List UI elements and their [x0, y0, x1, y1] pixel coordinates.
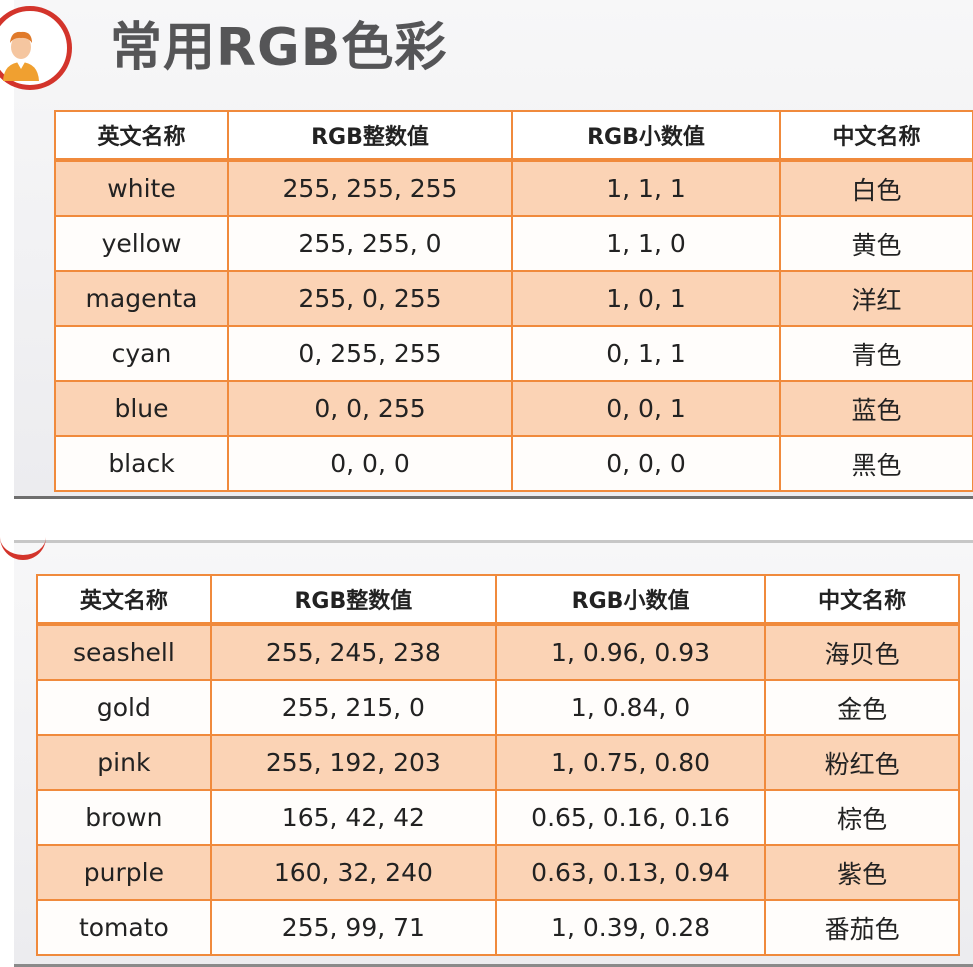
chinese-name-cell: 黑色 [779, 435, 973, 492]
table-row: magenta 255, 0, 255 1, 0, 1 洋红 [54, 270, 973, 327]
rgb-integer-cell: 255, 0, 255 [227, 270, 513, 327]
rgb-integer-cell: 0, 0, 0 [227, 435, 513, 492]
rgb-integer-cell: 255, 99, 71 [209, 899, 497, 956]
chinese-name-cell: 紫色 [764, 844, 960, 901]
chinese-name-cell: 洋红 [779, 270, 973, 327]
header-chinese-name: 中文名称 [779, 110, 973, 162]
chinese-name-cell: 金色 [764, 679, 960, 736]
rgb-decimal-cell: 1, 0.75, 0.80 [494, 734, 767, 791]
english-name-cell: gold [36, 679, 212, 736]
table-row: blue 0, 0, 255 0, 0, 1 蓝色 [54, 380, 973, 437]
rgb-integer-cell: 165, 42, 42 [209, 789, 497, 846]
rgb-integer-cell: 255, 255, 255 [227, 159, 513, 217]
table-row: pink 255, 192, 203 1, 0.75, 0.80 粉红色 [36, 734, 960, 791]
chinese-name-cell: 黄色 [779, 215, 973, 272]
rgb-integer-cell: 160, 32, 240 [209, 844, 497, 901]
header-rgb-decimal: RGB小数值 [511, 110, 781, 162]
table-header-row: 英文名称 RGB整数值 RGB小数值 中文名称 [36, 574, 960, 626]
english-name-cell: tomato [36, 899, 212, 956]
avatar [0, 6, 72, 90]
rgb-table-extended: 英文名称 RGB整数值 RGB小数值 中文名称 seashell 255, 24… [36, 574, 960, 956]
rgb-decimal-cell: 1, 0.96, 0.93 [494, 623, 767, 681]
header-chinese-name: 中文名称 [764, 574, 960, 626]
rgb-decimal-cell: 0.63, 0.13, 0.94 [494, 844, 767, 901]
rgb-decimal-cell: 0, 0, 1 [511, 380, 781, 437]
english-name-cell: brown [36, 789, 212, 846]
table-row: gold 255, 215, 0 1, 0.84, 0 金色 [36, 679, 960, 736]
chinese-name-cell: 蓝色 [779, 380, 973, 437]
rgb-decimal-cell: 0.65, 0.16, 0.16 [494, 789, 767, 846]
person-avatar-icon [3, 31, 39, 81]
chinese-name-cell: 海贝色 [764, 623, 960, 681]
english-name-cell: magenta [54, 270, 229, 327]
rgb-integer-cell: 0, 0, 255 [227, 380, 513, 437]
chinese-name-cell: 番茄色 [764, 899, 960, 956]
chinese-name-cell: 粉红色 [764, 734, 960, 791]
slide-top: 常用RGB色彩 英文名称 RGB整数值 RGB小数值 中文名称 white 25… [0, 0, 973, 499]
rgb-decimal-cell: 0, 1, 1 [511, 325, 781, 382]
rgb-integer-cell: 255, 215, 0 [209, 679, 497, 736]
header-rgb-integer: RGB整数值 [209, 574, 497, 626]
rgb-integer-cell: 255, 192, 203 [209, 734, 497, 791]
header-rgb-integer: RGB整数值 [227, 110, 513, 162]
english-name-cell: purple [36, 844, 212, 901]
rgb-decimal-cell: 1, 0, 1 [511, 270, 781, 327]
table-row: purple 160, 32, 240 0.63, 0.13, 0.94 紫色 [36, 844, 960, 901]
rgb-decimal-cell: 1, 0.39, 0.28 [494, 899, 767, 956]
rgb-decimal-cell: 1, 0.84, 0 [494, 679, 767, 736]
table-row: yellow 255, 255, 0 1, 1, 0 黄色 [54, 215, 973, 272]
table-row: cyan 0, 255, 255 0, 1, 1 青色 [54, 325, 973, 382]
english-name-cell: yellow [54, 215, 229, 272]
table-row: seashell 255, 245, 238 1, 0.96, 0.93 海贝色 [36, 623, 960, 681]
english-name-cell: seashell [36, 623, 212, 681]
rgb-decimal-cell: 1, 1, 0 [511, 215, 781, 272]
english-name-cell: white [54, 159, 229, 217]
english-name-cell: black [54, 435, 229, 492]
header-english-name: 英文名称 [36, 574, 212, 626]
chinese-name-cell: 棕色 [764, 789, 960, 846]
table-row: black 0, 0, 0 0, 0, 0 黑色 [54, 435, 973, 492]
table-header-row: 英文名称 RGB整数值 RGB小数值 中文名称 [54, 110, 973, 162]
header-english-name: 英文名称 [54, 110, 229, 162]
english-name-cell: pink [36, 734, 212, 791]
chinese-name-cell: 白色 [779, 159, 973, 217]
rgb-table-basic: 英文名称 RGB整数值 RGB小数值 中文名称 white 255, 255, … [54, 110, 973, 492]
english-name-cell: cyan [54, 325, 229, 382]
table-row: tomato 255, 99, 71 1, 0.39, 0.28 番茄色 [36, 899, 960, 956]
chinese-name-cell: 青色 [779, 325, 973, 382]
rgb-decimal-cell: 1, 1, 1 [511, 159, 781, 217]
page-title: 常用RGB色彩 [110, 18, 448, 78]
header-rgb-decimal: RGB小数值 [494, 574, 767, 626]
rgb-integer-cell: 255, 255, 0 [227, 215, 513, 272]
red-arc-decoration [0, 537, 46, 560]
rgb-integer-cell: 0, 255, 255 [227, 325, 513, 382]
english-name-cell: blue [54, 380, 229, 437]
table-row: white 255, 255, 255 1, 1, 1 白色 [54, 159, 973, 217]
rgb-decimal-cell: 0, 0, 0 [511, 435, 781, 492]
rgb-integer-cell: 255, 245, 238 [209, 623, 497, 681]
table-row: brown 165, 42, 42 0.65, 0.16, 0.16 棕色 [36, 789, 960, 846]
